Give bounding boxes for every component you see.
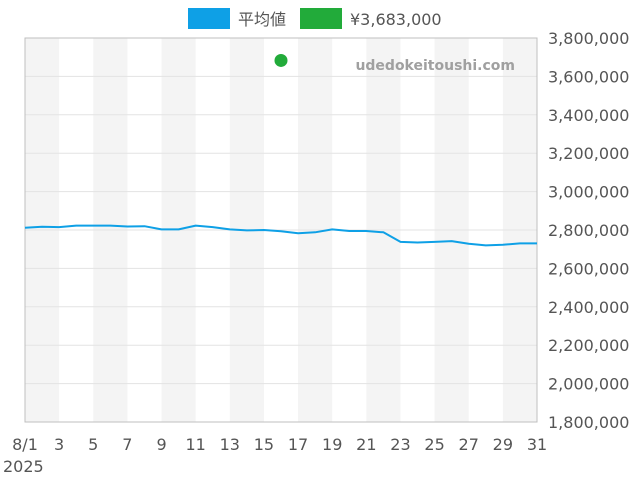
watermark-text: udedokeitoushi.com bbox=[355, 58, 515, 74]
legend-swatch bbox=[188, 8, 230, 29]
x-tick-label: 25 bbox=[424, 435, 444, 454]
x-tick-label: 5 bbox=[88, 435, 98, 454]
x-tick-label: 27 bbox=[459, 435, 479, 454]
legend-label: 平均値 bbox=[238, 10, 286, 29]
y-tick-label: 2,800,000 bbox=[548, 221, 629, 240]
y-tick-label: 3,200,000 bbox=[548, 144, 629, 163]
x-tick-label: 15 bbox=[254, 435, 274, 454]
x-tick-label: 23 bbox=[390, 435, 410, 454]
y-tick-label: 3,600,000 bbox=[548, 67, 629, 86]
series-line-average bbox=[24, 224, 537, 247]
y-tick-label: 2,200,000 bbox=[548, 336, 629, 355]
y-tick-label: 2,600,000 bbox=[548, 259, 629, 278]
x-tick-label: 29 bbox=[493, 435, 513, 454]
x-year-label: 2025 bbox=[3, 457, 44, 476]
y-tick-label: 2,000,000 bbox=[548, 375, 629, 394]
legend-swatch bbox=[300, 8, 342, 29]
y-tick-label: 2,400,000 bbox=[548, 298, 629, 317]
x-tick-label: 8/1 bbox=[12, 435, 38, 454]
x-tick-label: 7 bbox=[122, 435, 132, 454]
x-tick-label: 31 bbox=[527, 435, 547, 454]
y-tick-label: 3,800,000 bbox=[548, 29, 629, 48]
data-point-price bbox=[274, 53, 288, 67]
plot-area-border bbox=[24, 37, 538, 423]
y-tick-label: 3,000,000 bbox=[548, 183, 629, 202]
y-tick-label: 1,800,000 bbox=[548, 413, 629, 432]
x-tick-label: 3 bbox=[54, 435, 64, 454]
y-tick-label: 3,400,000 bbox=[548, 106, 629, 125]
legend: 平均値 ¥3,683,000 bbox=[188, 8, 442, 29]
x-tick-label: 13 bbox=[220, 435, 240, 454]
x-tick-label: 19 bbox=[322, 435, 342, 454]
x-tick-label: 21 bbox=[356, 435, 376, 454]
x-tick-label: 11 bbox=[185, 435, 205, 454]
legend-label: ¥3,683,000 bbox=[350, 10, 442, 29]
x-tick-label: 9 bbox=[156, 435, 166, 454]
x-tick-label: 17 bbox=[288, 435, 308, 454]
